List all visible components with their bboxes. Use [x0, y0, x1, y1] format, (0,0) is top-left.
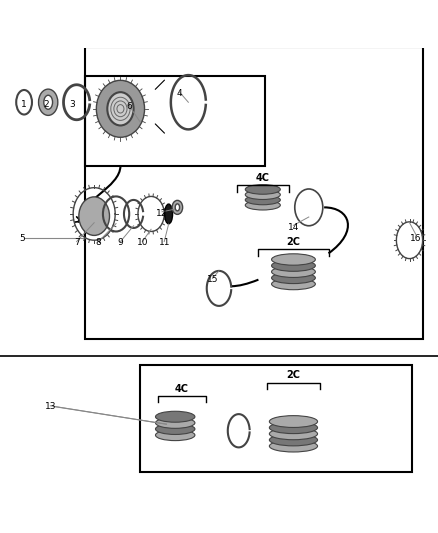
- Ellipse shape: [79, 197, 110, 236]
- Ellipse shape: [272, 266, 315, 278]
- Text: 9: 9: [117, 238, 124, 247]
- Ellipse shape: [96, 80, 145, 138]
- Ellipse shape: [272, 278, 315, 290]
- Text: 12: 12: [156, 209, 168, 219]
- Ellipse shape: [155, 424, 195, 434]
- Ellipse shape: [172, 200, 183, 214]
- Text: 4C: 4C: [175, 384, 189, 393]
- Text: 4C: 4C: [256, 173, 270, 183]
- Text: 3: 3: [69, 100, 75, 109]
- Text: 10: 10: [137, 238, 148, 247]
- Ellipse shape: [155, 411, 195, 422]
- Ellipse shape: [272, 272, 315, 284]
- Ellipse shape: [269, 440, 318, 452]
- Text: 6: 6: [126, 102, 132, 111]
- Ellipse shape: [39, 89, 58, 115]
- Text: 2C: 2C: [286, 237, 300, 247]
- Text: 5: 5: [19, 233, 25, 243]
- Bar: [85, 76, 265, 166]
- Ellipse shape: [269, 416, 318, 427]
- Ellipse shape: [245, 200, 280, 210]
- Text: 13: 13: [45, 402, 56, 411]
- Ellipse shape: [269, 428, 318, 440]
- Ellipse shape: [155, 430, 195, 441]
- Text: 2C: 2C: [286, 370, 300, 381]
- Text: 4: 4: [177, 89, 182, 98]
- Text: 2: 2: [43, 100, 49, 109]
- Ellipse shape: [107, 92, 134, 125]
- Ellipse shape: [245, 195, 280, 205]
- Ellipse shape: [155, 417, 195, 429]
- Bar: [140, 365, 412, 472]
- Text: 8: 8: [95, 238, 102, 247]
- Ellipse shape: [272, 260, 315, 271]
- Ellipse shape: [44, 95, 53, 109]
- Text: 15: 15: [207, 275, 218, 284]
- Text: 7: 7: [74, 238, 80, 247]
- Ellipse shape: [269, 434, 318, 446]
- Ellipse shape: [269, 422, 318, 434]
- Bar: [85, 47, 423, 339]
- Ellipse shape: [245, 190, 280, 199]
- Text: 11: 11: [159, 238, 170, 247]
- Text: 1: 1: [21, 100, 27, 109]
- Ellipse shape: [165, 204, 173, 224]
- Text: 16: 16: [410, 233, 422, 243]
- Text: 14: 14: [288, 223, 299, 231]
- Ellipse shape: [245, 184, 280, 194]
- Ellipse shape: [175, 204, 180, 211]
- Ellipse shape: [272, 254, 315, 265]
